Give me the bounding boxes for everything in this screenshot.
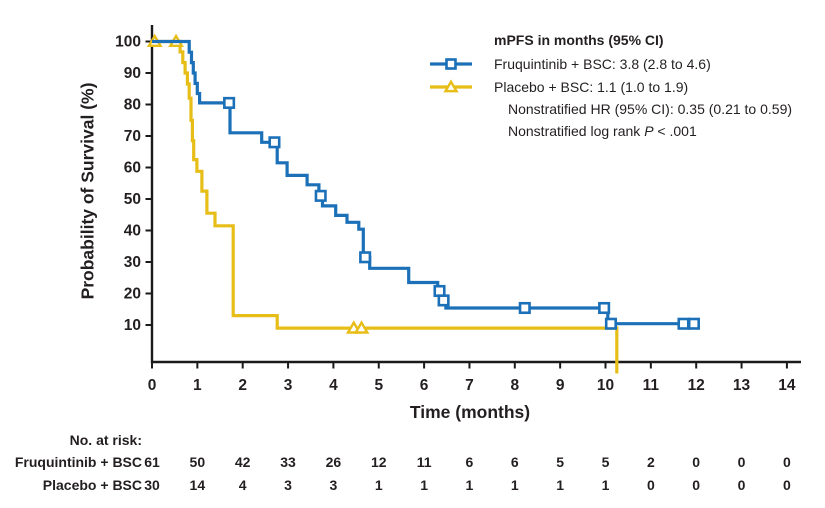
x-tick-label: 3: [284, 377, 293, 394]
legend-entry-label: Placebo + BSC: 1.1 (1.0 to 1.9): [494, 78, 689, 95]
x-tick-label: 5: [374, 377, 383, 394]
x-tick-label: 13: [733, 377, 751, 394]
censor-triangle-marker-icon: [353, 320, 370, 334]
x-tick-label: 0: [148, 377, 157, 394]
y-tick-label: 50: [124, 191, 141, 208]
censor-square-marker-icon: [437, 294, 450, 307]
logrank-annotation: Nonstratified log rank P < .001: [508, 123, 697, 139]
censor-square-marker-icon: [433, 284, 446, 298]
y-tick-label: 40: [124, 223, 141, 240]
hazard-ratio-annotation: Nonstratified HR (95% CI): 0.35 (0.21 to…: [508, 101, 793, 117]
censor-square-marker-icon: [268, 136, 281, 149]
series-fruquintinib-bsc: [152, 39, 700, 330]
x-tick-label: 14: [778, 377, 796, 394]
placebo-line-triangle-marker-icon: [430, 78, 472, 92]
x-tick-label: 8: [510, 377, 519, 394]
x-tick-label: 12: [688, 377, 705, 394]
x-tick-label: 10: [597, 377, 614, 394]
censor-square-marker-icon: [604, 317, 617, 330]
x-tick-label: 1: [193, 377, 202, 394]
legend-entry-label: Fruquintinib + BSC: 3.8 (2.8 to 4.6): [494, 55, 711, 72]
survival-step-curve: [152, 39, 619, 374]
x-tick-label: 11: [643, 377, 660, 394]
censor-triangle-marker-icon: [443, 78, 459, 92]
x-axis-title: Time (months): [409, 402, 531, 422]
y-tick-label: 80: [124, 97, 141, 114]
censor-square-marker-icon: [314, 189, 327, 202]
x-tick-label: 2: [238, 377, 247, 394]
censor-square-marker-icon: [445, 57, 457, 70]
fruquintinib-line-square-marker-icon: [430, 57, 472, 70]
x-tick-label: 4: [329, 377, 338, 394]
y-tick-label: 20: [124, 286, 141, 303]
censor-square-marker-icon: [677, 317, 690, 330]
legend-title: mPFS in months (95% CI): [494, 32, 664, 48]
x-tick-label: 6: [420, 377, 429, 394]
legend-entry-fruquintinib: Fruquintinib + BSC: 3.8 (2.8 to 4.6): [429, 55, 711, 72]
y-tick-label: 100: [115, 34, 141, 51]
censor-square-marker-icon: [518, 301, 531, 315]
y-tick-label: 60: [124, 160, 141, 177]
x-tick-label: 7: [465, 377, 474, 394]
y-tick-label: 30: [124, 254, 141, 271]
censor-square-marker-icon: [598, 301, 611, 315]
axis-spine: [150, 25, 801, 364]
y-tick-label: 10: [124, 317, 141, 334]
legend-entry-placebo: Placebo + BSC: 1.1 (1.0 to 1.9): [429, 78, 688, 95]
censor-square-marker-icon: [223, 96, 236, 109]
censor-square-marker-icon: [687, 317, 700, 330]
y-tick-label: 70: [124, 128, 141, 145]
y-axis-title: Probability of Survival (%): [77, 82, 98, 300]
y-tick-label: 90: [124, 65, 141, 82]
censor-square-marker-icon: [359, 251, 372, 264]
x-tick-label: 9: [556, 377, 565, 394]
